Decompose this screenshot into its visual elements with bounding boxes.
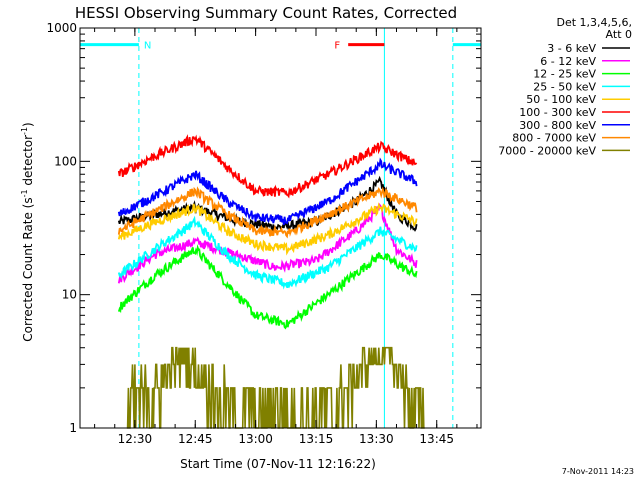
x-tick-label: 13:30 <box>359 432 394 446</box>
y-tick-label: 10 <box>62 288 77 302</box>
series-line <box>117 215 418 290</box>
chart-title: HESSI Observing Summary Count Rates, Cor… <box>75 4 457 22</box>
legend-label: 6 - 12 keV <box>540 55 596 68</box>
y-tick-label: 1 <box>69 421 77 435</box>
x-tick-label: 13:00 <box>238 432 273 446</box>
axes: 12:30 12:45 13:00 13:15 13:30 13:45 1 10 100 1000 <box>46 21 481 446</box>
series-line <box>117 157 418 226</box>
plot-frame <box>79 27 482 429</box>
x-tick-label: 12:45 <box>178 432 213 446</box>
series-line <box>126 346 425 429</box>
x-tick-label: 12:30 <box>118 432 153 446</box>
series-line <box>117 134 418 199</box>
legend-label: 7000 - 20000 keV <box>498 144 596 157</box>
series-line <box>117 186 418 239</box>
legend-label: 50 - 100 keV <box>526 93 596 106</box>
legend-label: 800 - 7000 keV <box>512 132 596 145</box>
annotation-label: N <box>144 41 151 52</box>
x-tick-label: 13:45 <box>419 432 454 446</box>
legend-label: 25 - 50 keV <box>533 80 596 93</box>
y-tick-label: 1000 <box>46 21 77 35</box>
timestamp: 7-Nov-2011 14:23 <box>562 467 634 476</box>
y-tick-label: 100 <box>54 154 77 168</box>
y-axis-label: Corrected Count Rate (s-1 detector-1) <box>20 122 35 341</box>
series-line <box>117 244 418 330</box>
legend-header-1: Det 1,3,4,5,6, <box>556 16 632 29</box>
x-tick-label: 13:15 <box>299 432 334 446</box>
legend-label: 300 - 800 keV <box>519 119 596 132</box>
annotation-label: F <box>334 41 340 52</box>
legend-label: 100 - 300 keV <box>519 106 596 119</box>
legend-header-2: Att 0 <box>606 28 632 41</box>
legend-label: 12 - 25 keV <box>533 68 596 81</box>
legend-label: 3 - 6 keV <box>547 42 596 55</box>
x-axis-label: Start Time (07-Nov-11 12:16:22) <box>180 457 376 471</box>
series-line <box>117 202 418 256</box>
